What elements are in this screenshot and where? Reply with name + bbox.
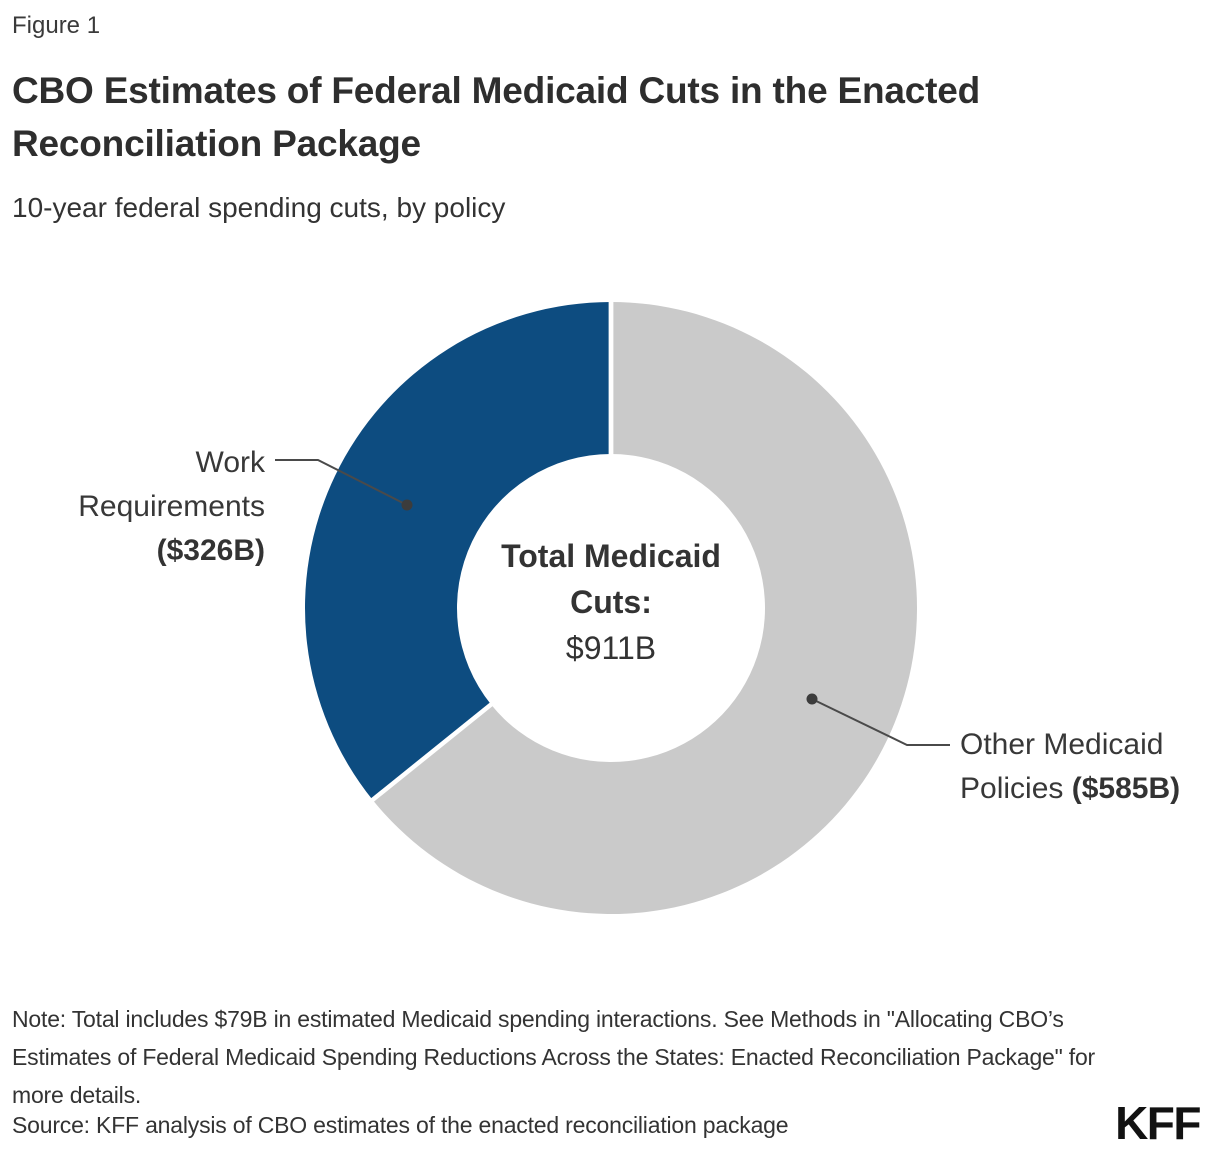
- leader-dot-other-medicaid-policies: [806, 693, 818, 705]
- callout-work-value: ($326B): [156, 534, 265, 567]
- donut-center-title: Total Medicaid Cuts:: [501, 538, 721, 620]
- page-title: CBO Estimates of Federal Medicaid Cuts i…: [12, 70, 981, 164]
- leader-line-other-medicaid-policies: [811, 698, 950, 746]
- segment-divider: [368, 700, 495, 804]
- donut-center-label: Total Medicaid Cuts: $911B: [471, 533, 751, 671]
- callout-label-other-medicaid-policies: Other Medicaid Policies ($585B): [960, 723, 1212, 811]
- chart-subtitle: 10-year federal spending cuts, by policy: [12, 192, 506, 223]
- figure-label: Figure 1: [12, 12, 101, 39]
- leader-line-work-requirements: [275, 459, 408, 506]
- callout-work-name: Work Requirements: [78, 446, 265, 523]
- note-text: Note: Total includes $79B in estimated M…: [12, 1006, 1096, 1108]
- donut-segment-other-medicaid-policies: [372, 302, 918, 914]
- callout-label-work-requirements: Work Requirements ($326B): [45, 441, 265, 573]
- callout-other-value: ($585B): [1071, 772, 1181, 805]
- leader-dot-work-requirements: [401, 499, 413, 511]
- source-text: Source: KFF analysis of CBO estimates of…: [12, 1112, 789, 1138]
- kff-logo: KFF: [1115, 1097, 1201, 1149]
- donut-center-value: $911B: [565, 630, 657, 666]
- callout-other-name: Other Medicaid Policies: [960, 728, 1164, 805]
- donut-segment-work-requirements: [305, 302, 611, 800]
